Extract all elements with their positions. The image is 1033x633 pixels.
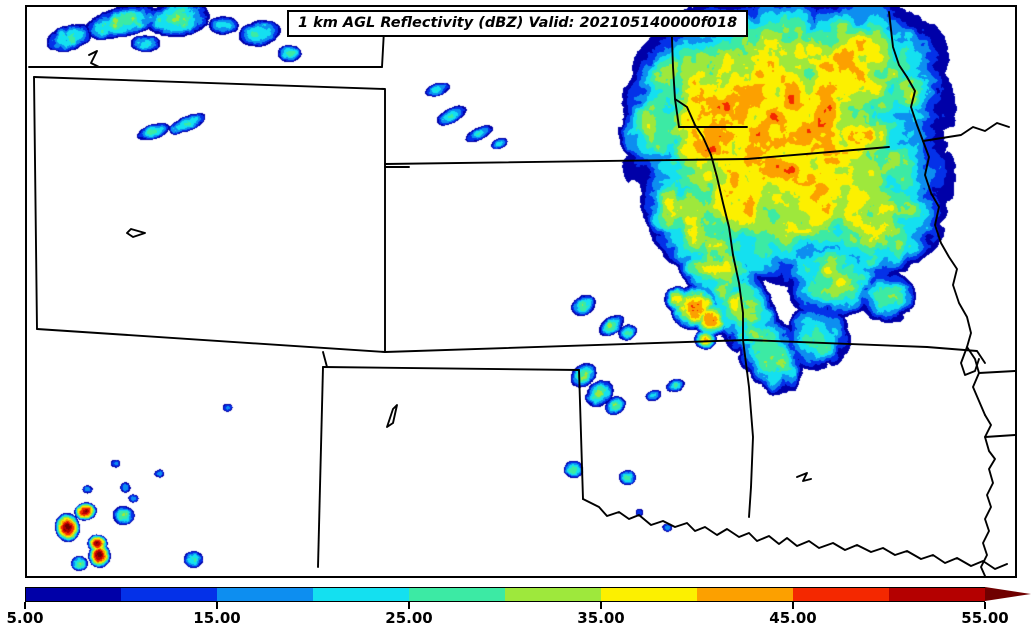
colorbar-band: [793, 587, 889, 602]
colorbar-band: [121, 587, 217, 602]
colorbar-band: [313, 587, 409, 602]
colorbar-tick: [408, 602, 410, 609]
colorbar-band: [697, 587, 793, 602]
colorbar-tick-label: 5.00: [6, 609, 44, 627]
colorbar-tick: [24, 602, 26, 609]
colorbar-tick: [792, 602, 794, 609]
colorbar-tick-label: 45.00: [769, 609, 817, 627]
map-panel: [25, 5, 1017, 578]
colorbar-tick-label: 15.00: [193, 609, 241, 627]
colorbar-tick-label: 35.00: [577, 609, 625, 627]
colorbar-tick: [600, 602, 602, 609]
colorbar-band: [601, 587, 697, 602]
colorbar-tick-label: 25.00: [385, 609, 433, 627]
reflectivity-raster: [27, 7, 1015, 576]
colorbar-tick-label: 55.00: [961, 609, 1009, 627]
plot-title: 1 km AGL Reflectivity (dBZ) Valid: 20210…: [287, 10, 749, 37]
colorbar-tick: [216, 602, 218, 609]
colorbar-band: [217, 587, 313, 602]
colorbar-band: [889, 587, 985, 602]
colorbar-bands: [25, 587, 985, 602]
colorbar-extend-arrow: [985, 587, 1031, 601]
colorbar[interactable]: 5.00 15.00 25.00 35.00 45.00 55.00: [0, 578, 1033, 633]
colorbar-tick: [984, 602, 986, 609]
colorbar-band: [409, 587, 505, 602]
colorbar-band: [505, 587, 601, 602]
colorbar-band: [25, 587, 121, 602]
